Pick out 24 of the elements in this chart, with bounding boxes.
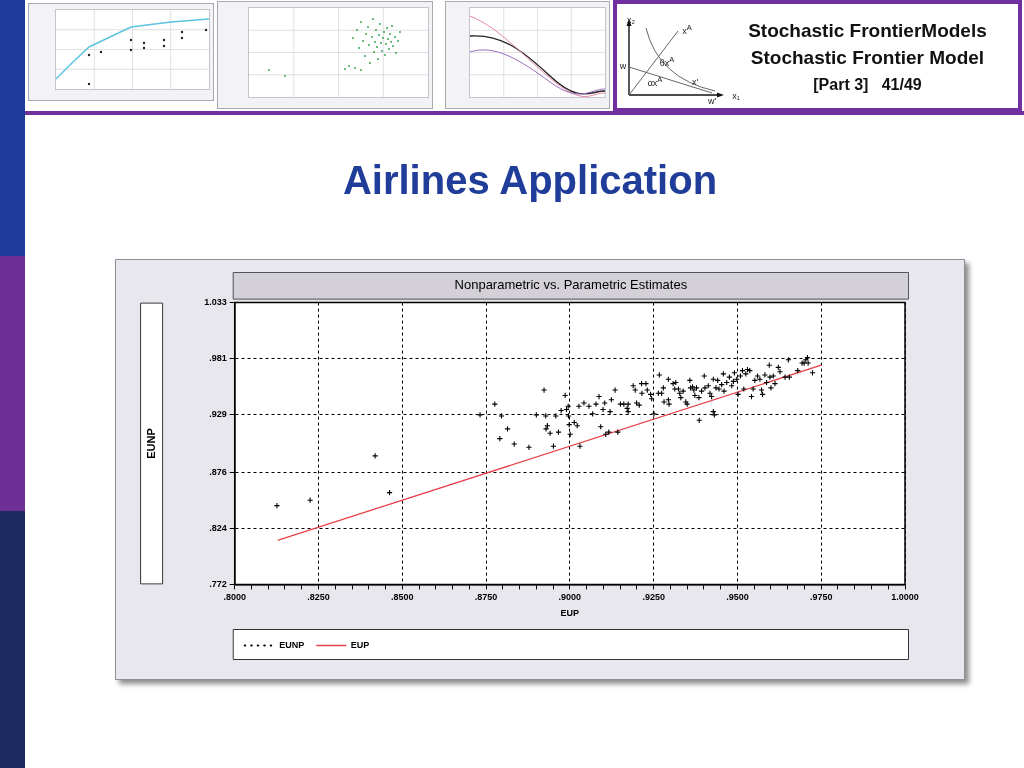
x-tick-label: .9500 — [726, 592, 749, 603]
text: Stochastic Frontier Model — [749, 47, 986, 69]
y-tick-label: .824 — [209, 522, 227, 533]
x-tick-label: .8250 — [307, 592, 330, 603]
x-tick-label: .8750 — [474, 592, 498, 603]
legend-label: EUNP — [279, 639, 305, 650]
x-tick-label: 1.0000 — [891, 592, 919, 603]
x-tick-label: .9750 — [809, 592, 833, 603]
y-tick-label: .929 — [209, 409, 227, 420]
text: [Part 3] 41/49 — [813, 76, 922, 93]
text: Stochastic FrontierModels — [747, 20, 988, 42]
chart-subtitle: Nonparametric vs. Parametric Estimates — [454, 277, 688, 293]
chart-title: Airlines Application — [341, 157, 719, 204]
y-tick-label: 1.033 — [204, 297, 227, 308]
x-axis-title: EUP — [560, 608, 580, 619]
y-tick-label: .772 — [209, 578, 227, 589]
y-axis-title: EUNP — [144, 428, 157, 459]
x-tick-label: .8000 — [223, 592, 246, 603]
x-tick-label: .9000 — [558, 592, 582, 603]
x-tick-label: .9250 — [642, 592, 665, 603]
legend-label: EUP — [350, 639, 370, 650]
y-tick-label: .876 — [209, 466, 227, 477]
x-tick-label: .8500 — [391, 592, 414, 603]
y-tick-label: .981 — [209, 353, 227, 364]
